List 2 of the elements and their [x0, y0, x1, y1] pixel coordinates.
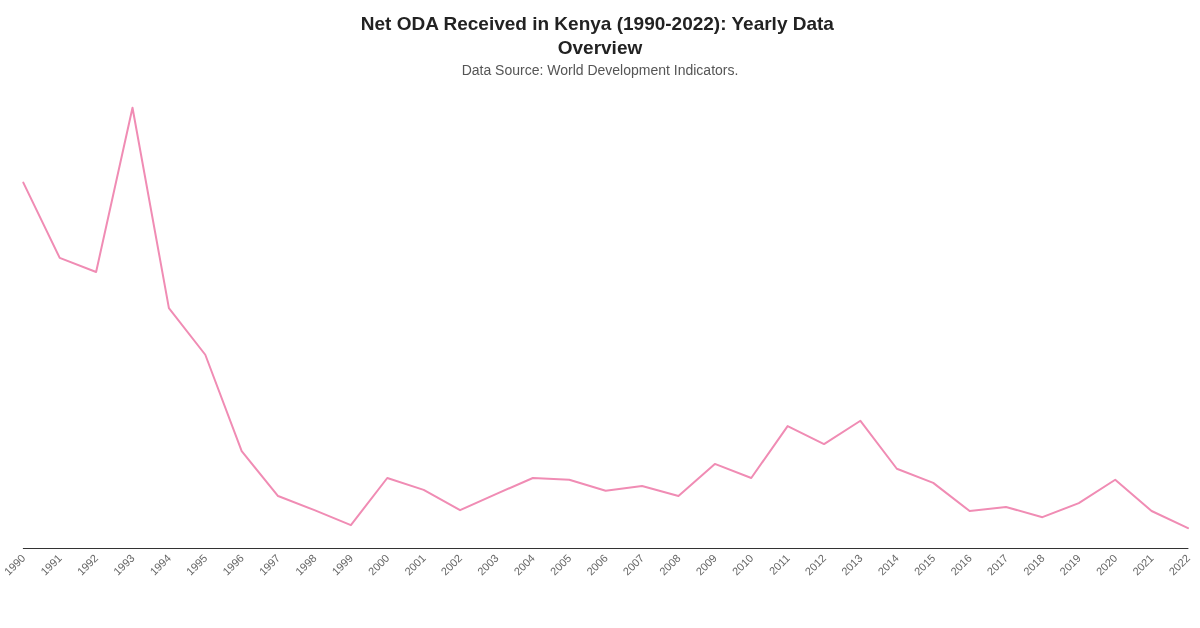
chart-title: Net ODA Received in Kenya (1990-2022): Yearly Data Overview — [360, 12, 840, 58]
chart-subtitle: Data Source: World Development Indicators. — [461, 62, 739, 78]
